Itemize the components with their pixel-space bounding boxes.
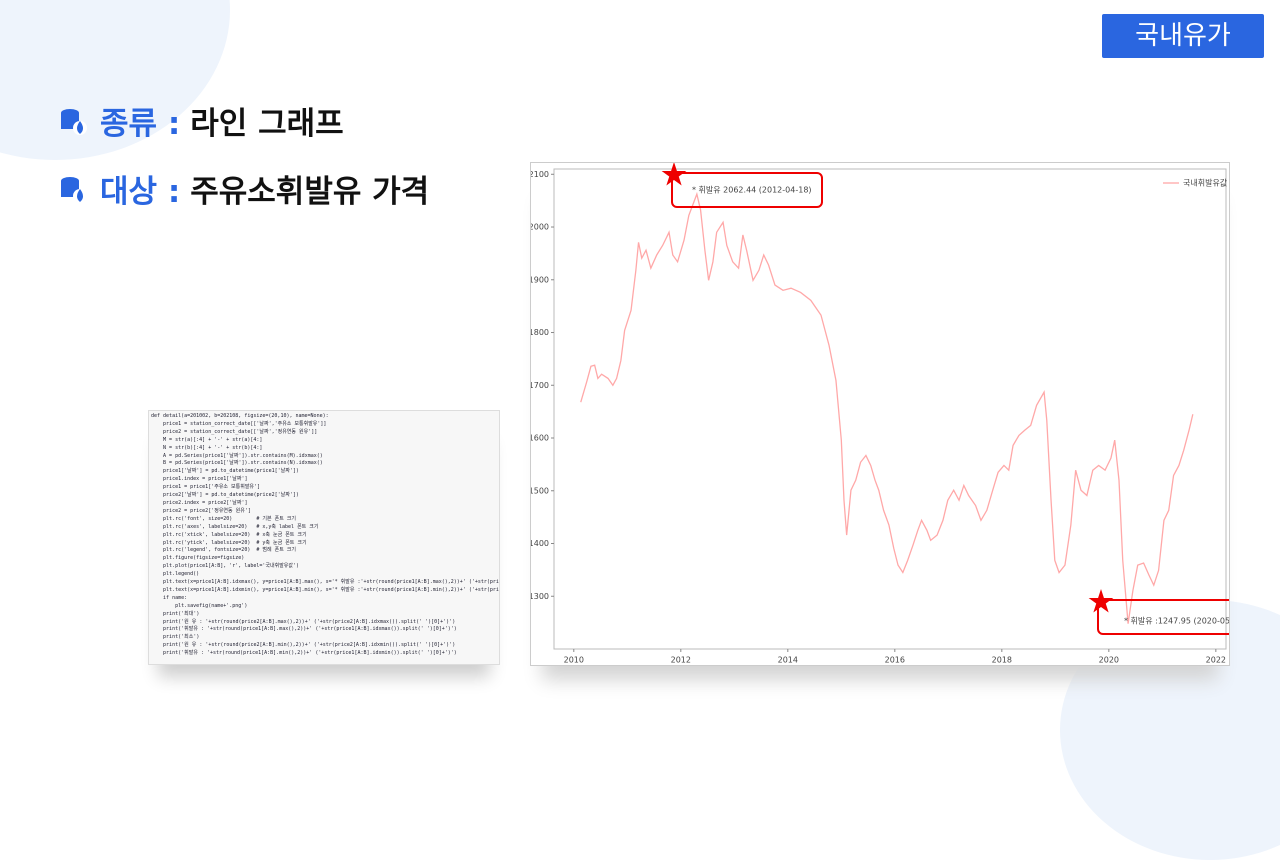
y-tick-label: 2100	[531, 170, 549, 179]
code-line: plt.rc('axes', labelsize=20) # x,y축 labe…	[151, 523, 319, 530]
code-line: A = pd.Series(price1['날짜']).str.contains…	[151, 452, 323, 459]
code-line: plt.rc('font', size=20) # 기본 폰트 크기	[151, 515, 297, 522]
chart-image: 1300 1400 1500 1600 1700 1800 1900 2000 2100 2010…	[529, 162, 1249, 666]
code-line: print('휘발유 : '+str(round(price1[A:B].max…	[151, 626, 457, 633]
star-icon	[1088, 589, 1114, 613]
code-line: price2 = station_correct_date[['날짜','정유연…	[151, 428, 318, 435]
bullet-text: 주유소휘발유 가격	[190, 174, 430, 210]
code-line: plt.figure(figsize=figsize)	[151, 555, 245, 562]
code-line: plt.rc('xtick', labelsize=20) # x축 눈금 폰트…	[151, 531, 307, 538]
header-button[interactable]: 국내유가	[1102, 14, 1264, 58]
icon	[61, 176, 87, 203]
code-line: price1.index = price1['날짜']	[151, 476, 248, 483]
y-tick-label: 1300	[531, 592, 549, 601]
bullet-label: 대상 :	[100, 174, 181, 210]
code-line: plt.text(x=price1[A:B].idxmax(), y=price…	[163, 579, 499, 586]
x-tick-label: 2010	[564, 656, 584, 665]
code-line: plt.rc('ytick', labelsize=20) # y축 눈금 폰트…	[151, 539, 307, 546]
y-tick-label: 1500	[531, 486, 549, 495]
y-tick-label: 1900	[531, 275, 549, 284]
code-line: plt.rc('legend', fontsize=20) # 범례 폰트 크기	[151, 547, 297, 554]
code-line: N = str(b)[:4] + '-' + str(b)[4:]	[151, 444, 263, 451]
highlight-box	[671, 172, 823, 208]
y-tick-label: 1600	[531, 434, 549, 443]
code-line: price2.index = price2['날짜']	[151, 499, 248, 506]
code-line: price1 = station_correct_date[['날짜','주유소…	[151, 420, 327, 427]
code-line: print('최대')	[151, 610, 200, 617]
code-line: M = str(a)[:4] + '-' + str(a)[4:]	[151, 436, 263, 443]
y-tick-label: 1700	[531, 381, 549, 390]
code-line: price2['날짜'] = pd.to_datetime(price2['날짜…	[151, 492, 299, 499]
code-line: def detail(a=201002, b=202108, figsize=(…	[151, 413, 329, 419]
code-line: plt.text(x=price1[A:B].idxmin(), y=price…	[163, 586, 499, 593]
code-line: plt.savefig(name+'.png')	[151, 602, 248, 609]
y-tick-label: 1400	[531, 539, 549, 548]
code-line: B = pd.Series(price1['날짜']).str.contains…	[151, 460, 323, 467]
chart: 1300 1400 1500 1600 1700 1800 1900 2000 2100 2010…	[529, 162, 1249, 665]
code-image: def detail(a=201002, b=202108, figsize=(…	[148, 410, 500, 665]
icon	[61, 108, 87, 135]
x-tick-label: 2016	[885, 656, 905, 665]
code-line: print('원 유 : '+str(round(price2[A:B].max…	[151, 618, 456, 625]
code-line: print('최소')	[151, 634, 200, 641]
code-line: print('휘발유 : '+str(round(price1[A:B].min…	[151, 650, 457, 657]
code-line: if name:	[151, 594, 188, 601]
annotation: * 휘발유 2062.44 (2012-04-18)	[692, 185, 812, 195]
code-line: plt.legend()	[151, 571, 200, 578]
legend-label: 국내휘발유값	[1183, 178, 1228, 188]
x-tick-label: 2018	[992, 656, 1012, 665]
plot-frame	[553, 168, 1227, 650]
y-tick-label: 1800	[531, 328, 549, 337]
star-icon	[661, 162, 687, 186]
bullet-text: 라인 그래프	[190, 106, 344, 142]
y-tick-label: 2000	[531, 223, 549, 232]
bullet: 종류 : 라인 그래프	[58, 98, 344, 143]
x-tick-label: 2012	[671, 656, 691, 665]
code-line: print('원 유 : '+str(round(price2[A:B].min…	[151, 642, 456, 649]
code-line: price1 = price1['주유소 보통휘발유']	[151, 484, 261, 491]
x-tick-label: 2020	[1099, 656, 1119, 665]
line-series	[580, 191, 1194, 624]
bullet-label: 종류 :	[100, 106, 181, 142]
x-tick-label: 2014	[778, 656, 798, 665]
bullet: 대상 : 주유소휘발유 가격	[58, 166, 429, 211]
x-tick-label: 2022	[1206, 656, 1226, 665]
annotation: * 휘발유 :1247.95 (2020-05-13)	[1124, 616, 1229, 626]
code-line: price1['날짜'] = pd.to_datetime(price1['날짜…	[151, 468, 299, 475]
code-line: price2 = price2['정유연동 원유']	[151, 507, 251, 514]
code-line: plt.plot(price1[A:B], 'r', label='국내휘발유값…	[151, 563, 300, 570]
